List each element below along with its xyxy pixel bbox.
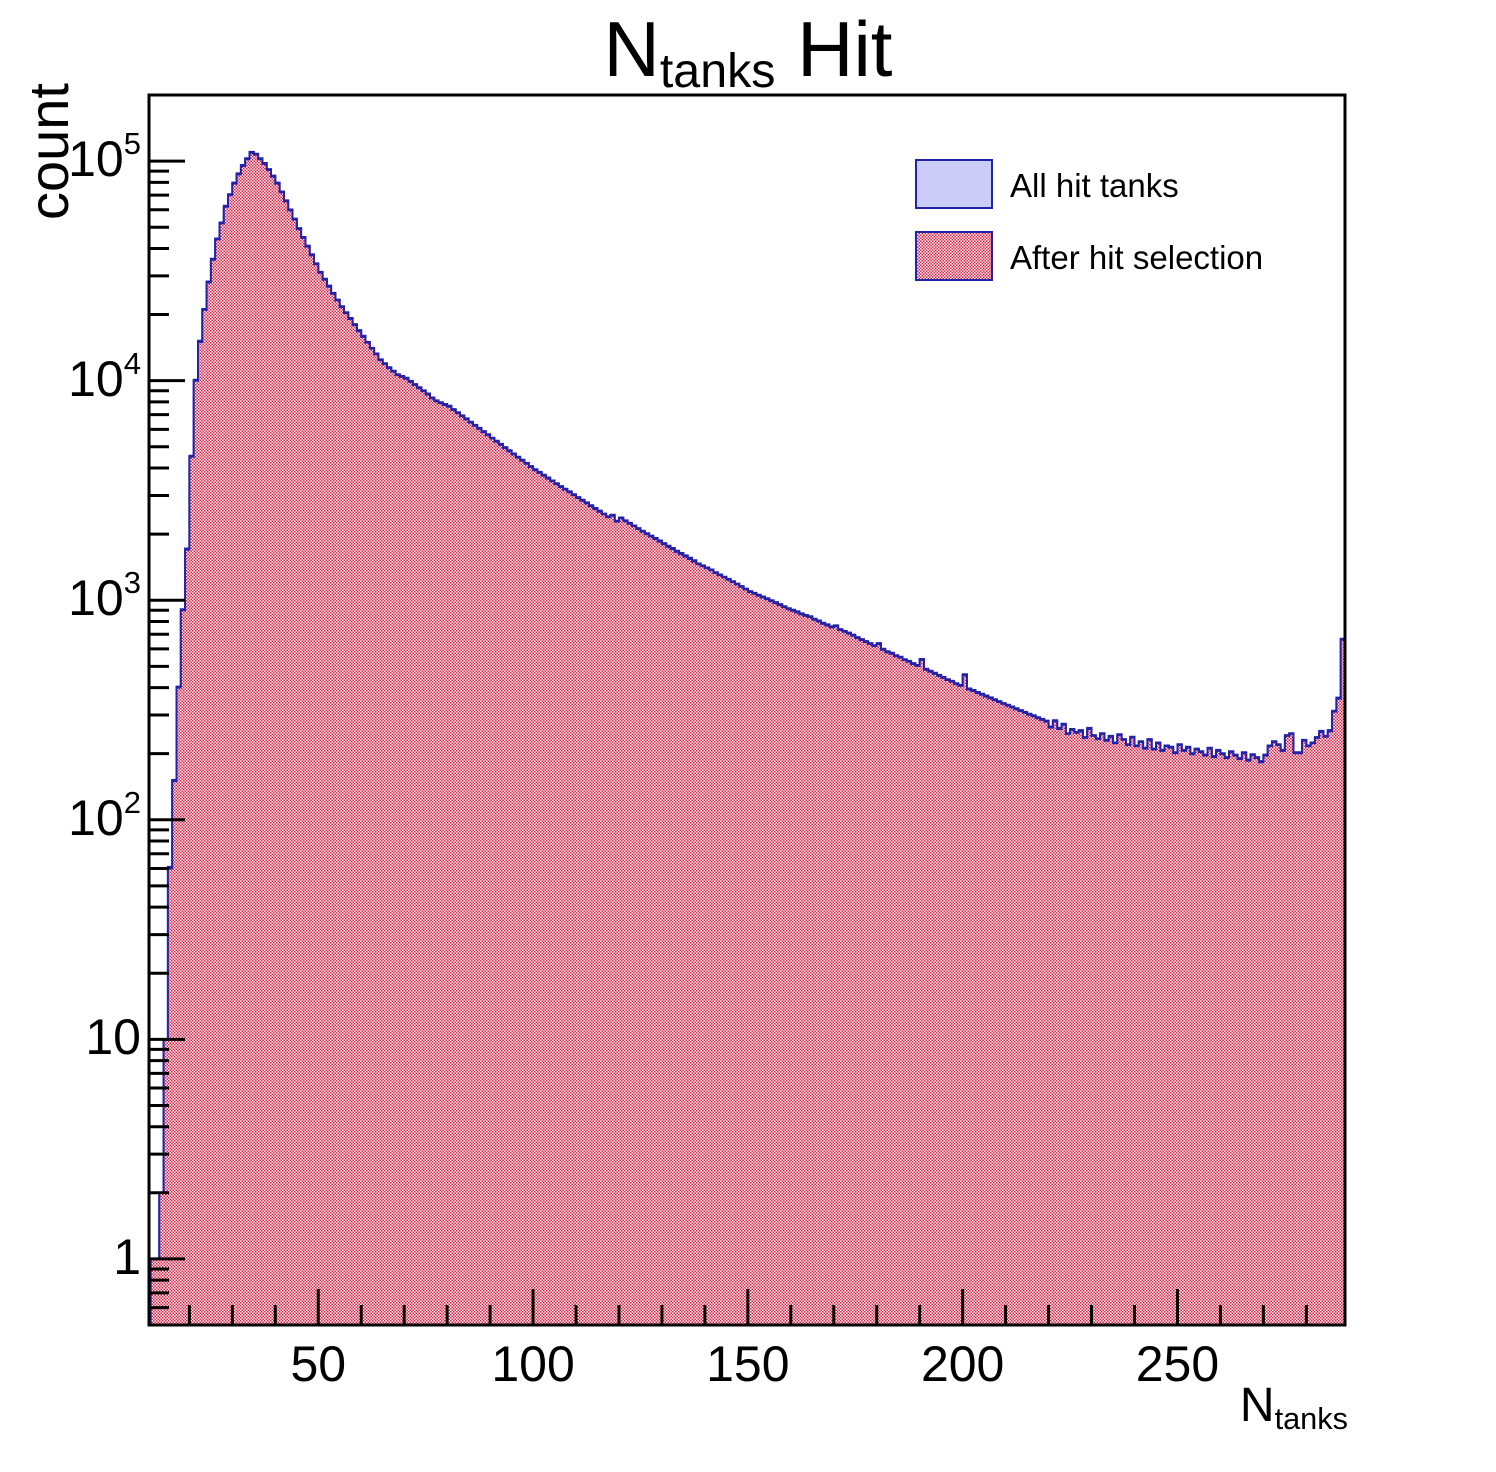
- legend-label-all-hit-tanks: All hit tanks: [1010, 167, 1179, 204]
- x-axis-title-prefix: N: [1239, 1379, 1275, 1432]
- x-tick-label-150: 150: [706, 1336, 790, 1392]
- y-tick-label-1: 1: [113, 1228, 141, 1285]
- legend-swatch-after-hit-selection: [915, 231, 993, 281]
- legend-swatch-all-hit-tanks: [915, 159, 993, 209]
- title-prefix: N: [603, 5, 660, 93]
- title-suffix: Hit: [775, 5, 893, 93]
- x-tick-label-200: 200: [920, 1336, 1005, 1392]
- title-subscript: tanks: [659, 43, 776, 98]
- legend-label-after-hit-selection: After hit selection: [1010, 239, 1264, 276]
- y-tick-label-105: 105: [68, 126, 141, 188]
- x-tick-label-250: 250: [1135, 1336, 1220, 1392]
- y-tick-label-103: 103: [68, 565, 141, 627]
- y-tick-label-104: 104: [68, 345, 141, 407]
- y-tick-label-102: 102: [68, 784, 141, 846]
- histogram-after-hit-selection: [149, 151, 1346, 1326]
- chart-title: Ntanks Hit: [0, 2, 1496, 108]
- x-tick-label-50: 50: [290, 1336, 347, 1392]
- x-tick-label-100: 100: [491, 1336, 575, 1392]
- y-tick-label-10: 10: [85, 1009, 141, 1066]
- x-axis-title-subscript: tanks: [1274, 1400, 1348, 1436]
- x-axis-title: Ntanks: [1239, 1378, 1348, 1436]
